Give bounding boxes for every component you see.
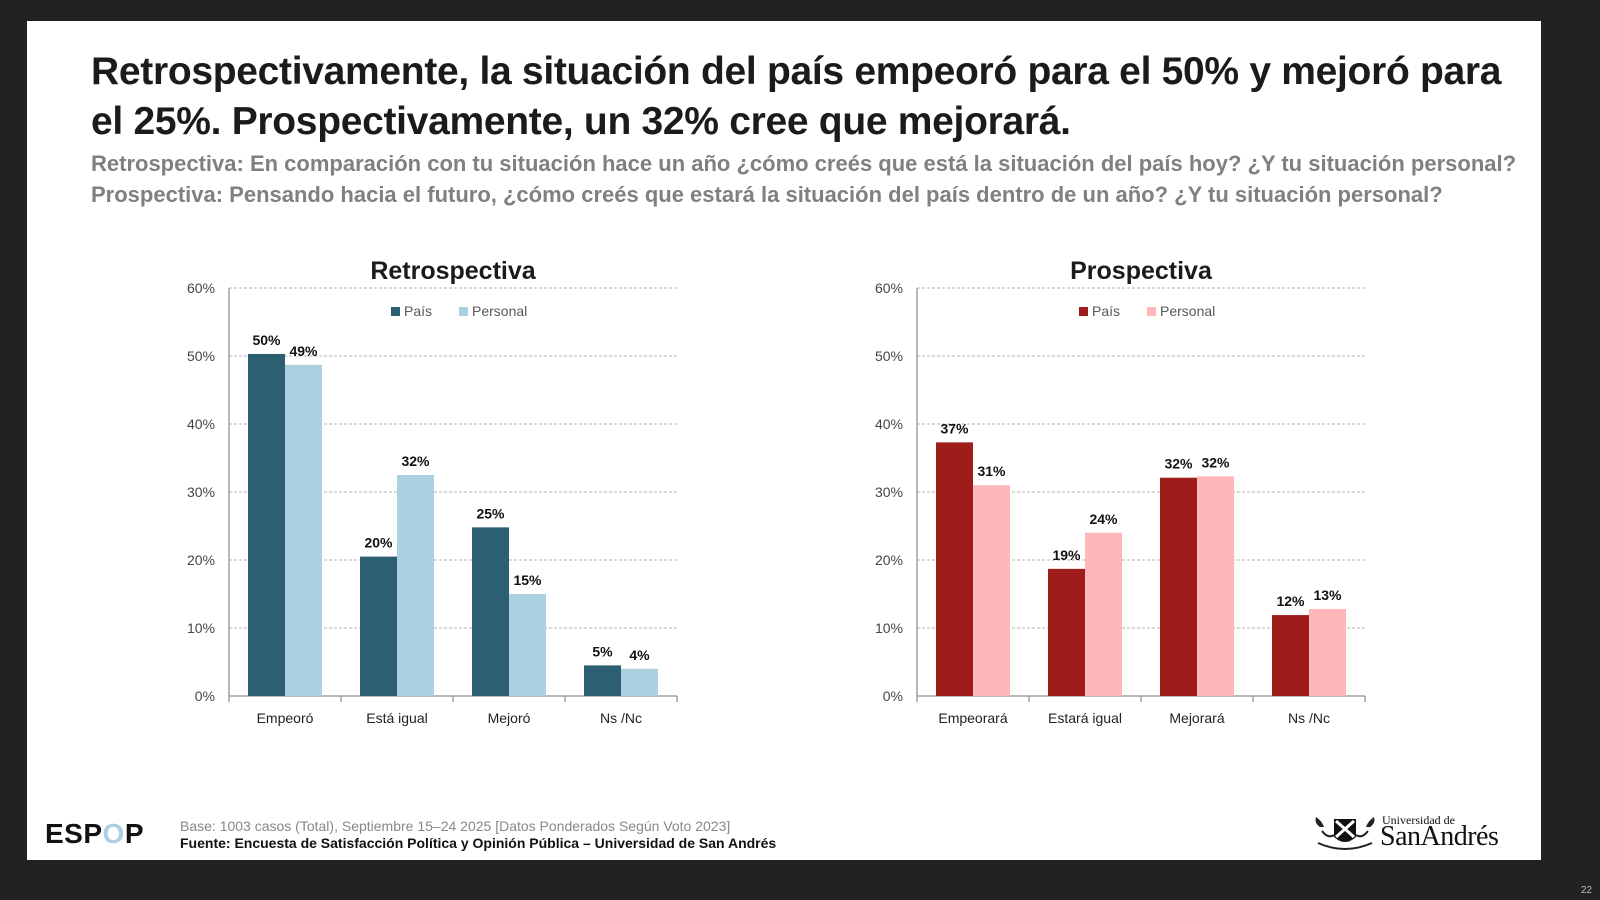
- chart-retrospectiva-svg: Retrospectiva 0% 10% 20% 30% 40% 50% 60% Empeoró…: [187, 257, 678, 726]
- bar-pais: [1048, 568, 1085, 696]
- data-label: 15%: [513, 572, 542, 588]
- footer-base: Base: 1003 casos (Total), Septiembre 15–…: [180, 818, 731, 834]
- y-tick-label: 60%: [875, 280, 903, 296]
- y-tick-label: 40%: [875, 416, 903, 432]
- logo-o: O: [102, 818, 125, 849]
- bar-personal: [1309, 608, 1346, 696]
- legend-swatch-pais: [1079, 307, 1088, 316]
- bar-personal: [1085, 532, 1122, 696]
- bar-personal: [397, 475, 434, 696]
- data-label: 20%: [364, 535, 393, 551]
- legend-label: País: [1092, 303, 1120, 319]
- university-big-text: SanAndrés: [1380, 821, 1499, 852]
- y-tick-label: 10%: [875, 620, 903, 636]
- bar-pais: [360, 556, 397, 696]
- bar-pais: [1160, 477, 1197, 696]
- chart-retrospectiva: Retrospectiva 0% 10% 20% 30% 40% 50% 60% Empeoró…: [157, 251, 717, 756]
- x-tick-label: Ns /Nc: [600, 710, 642, 726]
- data-label: 19%: [1052, 547, 1081, 563]
- x-tick-label: Estará igual: [1048, 710, 1122, 726]
- slide-number: 22: [1580, 885, 1592, 896]
- y-tick-label: 0%: [195, 688, 215, 704]
- data-label: 37%: [940, 420, 969, 436]
- bar-personal: [973, 485, 1010, 696]
- university-logo: Universidad de SanAndrés: [1312, 811, 1532, 856]
- data-label: 12%: [1276, 593, 1305, 609]
- university-small-text: Universidad de: [1382, 813, 1455, 827]
- legend-swatch-personal: [1147, 307, 1156, 316]
- logo-suffix: P: [124, 818, 144, 849]
- y-tick-label: 20%: [875, 552, 903, 568]
- legend-label: Personal: [1160, 303, 1215, 319]
- bar-pais: [248, 353, 285, 696]
- x-tick-label: Empeoró: [257, 710, 314, 726]
- bar-personal: [1197, 476, 1234, 696]
- y-tick-label: 0%: [883, 688, 903, 704]
- x-tick-label: Mejorará: [1169, 710, 1224, 726]
- y-tick-label: 20%: [187, 552, 215, 568]
- slide-title: Retrospectivamente, la situación del paí…: [91, 50, 1502, 143]
- x-tick-label: Está igual: [366, 710, 427, 726]
- bar-pais: [472, 527, 509, 696]
- data-label: 32%: [401, 453, 430, 469]
- bar-personal: [621, 668, 658, 696]
- bar-pais: [936, 442, 973, 696]
- legend-swatch-pais: [391, 307, 400, 316]
- x-tick-label: Ns /Nc: [1288, 710, 1330, 726]
- subtitle-prospectiva: Prospectiva: Pensando hacia el futuro, ¿…: [91, 182, 1443, 207]
- bar-pais: [1272, 615, 1309, 696]
- x-tick-label: Empeorará: [938, 710, 1007, 726]
- data-label: 4%: [629, 647, 650, 663]
- university-crest-icon: [1315, 817, 1375, 850]
- chart-title: Prospectiva: [1070, 257, 1213, 285]
- x-tick-label: Mejoró: [488, 710, 531, 726]
- data-label: 25%: [476, 505, 505, 521]
- espop-logo: ESPOP: [45, 818, 144, 850]
- y-tick-label: 10%: [187, 620, 215, 636]
- bar-pais: [584, 665, 621, 696]
- bar-personal: [285, 364, 322, 696]
- chart-prospectiva: Prospectiva 0% 10% 20% 30% 40% 50% 60% Empeorará…: [845, 251, 1405, 756]
- y-tick-label: 30%: [875, 484, 903, 500]
- data-label: 5%: [592, 643, 613, 659]
- bar-personal: [509, 594, 546, 696]
- y-tick-label: 30%: [187, 484, 215, 500]
- legend-label: País: [404, 303, 432, 319]
- footer-text: Base: 1003 casos (Total), Septiembre 15–…: [180, 818, 776, 852]
- data-label: 24%: [1089, 511, 1118, 527]
- chart-title: Retrospectiva: [370, 257, 536, 285]
- data-label: 32%: [1164, 456, 1193, 472]
- legend-label: Personal: [472, 303, 527, 319]
- footer-source: Fuente: Encuesta de Satisfacción Polític…: [180, 835, 777, 851]
- logo-prefix: ESP: [45, 818, 103, 849]
- data-label: 31%: [977, 463, 1006, 479]
- y-tick-label: 50%: [187, 348, 215, 364]
- data-label: 32%: [1201, 454, 1230, 470]
- slide: Retrospectivamente, la situación del paí…: [27, 21, 1541, 860]
- y-tick-label: 40%: [187, 416, 215, 432]
- chart-prospectiva-svg: Prospectiva 0% 10% 20% 30% 40% 50% 60% Empeorará…: [875, 257, 1366, 726]
- y-tick-label: 60%: [187, 280, 215, 296]
- legend-swatch-personal: [459, 307, 468, 316]
- data-label: 49%: [289, 343, 318, 359]
- y-tick-label: 50%: [875, 348, 903, 364]
- subtitle-retrospectiva: Retrospectiva: En comparación con tu sit…: [91, 151, 1517, 176]
- data-label: 13%: [1313, 587, 1342, 603]
- slide-subtitle: Retrospectiva: En comparación con tu sit…: [91, 148, 1531, 210]
- data-label: 50%: [252, 332, 281, 348]
